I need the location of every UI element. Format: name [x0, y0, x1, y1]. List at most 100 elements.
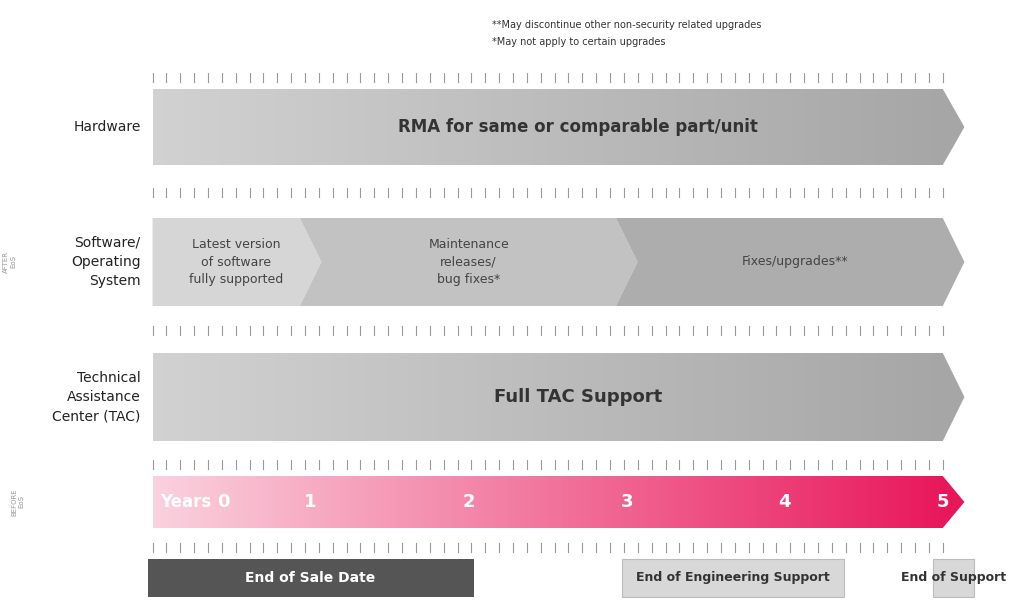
Bar — [330, 353, 335, 441]
Bar — [669, 476, 672, 528]
Bar — [587, 353, 591, 441]
Bar — [342, 476, 345, 528]
Bar — [453, 89, 457, 165]
Bar — [895, 353, 900, 441]
Bar — [694, 353, 698, 441]
Bar — [324, 476, 327, 528]
Bar — [279, 476, 282, 528]
Bar — [869, 476, 872, 528]
Bar — [875, 476, 878, 528]
Bar — [820, 353, 825, 441]
Bar — [607, 89, 612, 165]
Bar — [694, 89, 698, 165]
Bar — [725, 353, 729, 441]
Bar — [851, 353, 856, 441]
Bar — [516, 353, 520, 441]
Bar — [184, 353, 189, 441]
Bar — [441, 89, 445, 165]
Bar — [245, 476, 248, 528]
Bar — [556, 353, 560, 441]
Bar — [455, 476, 458, 528]
Bar — [196, 353, 200, 441]
Bar — [717, 89, 722, 165]
Bar — [322, 89, 327, 165]
Bar — [512, 353, 516, 441]
Bar — [638, 89, 643, 165]
Bar — [449, 353, 453, 441]
Bar — [925, 476, 928, 528]
Bar — [338, 353, 342, 441]
Bar — [584, 476, 587, 528]
Bar — [819, 476, 822, 528]
Bar — [545, 476, 549, 528]
Bar — [472, 89, 478, 165]
Bar — [279, 353, 283, 441]
Bar — [311, 353, 315, 441]
Bar — [374, 353, 378, 441]
Bar — [295, 476, 298, 528]
Bar — [174, 476, 177, 528]
Bar — [782, 476, 785, 528]
Bar — [859, 476, 862, 528]
Bar — [516, 89, 520, 165]
Bar — [738, 353, 742, 441]
Bar — [215, 353, 220, 441]
Bar — [531, 353, 536, 441]
Bar — [706, 476, 709, 528]
Bar — [777, 89, 781, 165]
Bar — [224, 353, 229, 441]
Bar — [418, 89, 422, 165]
Bar — [344, 476, 347, 528]
Bar — [493, 89, 497, 165]
Bar — [176, 353, 181, 441]
Bar — [210, 476, 213, 528]
Bar — [468, 89, 473, 165]
Bar — [311, 476, 314, 528]
Text: RMA for same or comparable part/unit: RMA for same or comparable part/unit — [398, 118, 758, 136]
Bar — [192, 89, 196, 165]
Bar — [674, 89, 679, 165]
Bar — [911, 89, 915, 165]
Bar — [850, 476, 853, 528]
Bar — [156, 353, 161, 441]
Bar — [346, 353, 351, 441]
Bar — [713, 476, 716, 528]
Text: Hardware: Hardware — [73, 120, 141, 134]
Bar — [535, 89, 541, 165]
Bar — [255, 89, 260, 165]
Bar — [734, 89, 738, 165]
Bar — [930, 476, 933, 528]
Text: 4: 4 — [778, 493, 791, 511]
Bar — [756, 476, 759, 528]
Bar — [477, 476, 480, 528]
Bar — [258, 476, 261, 528]
Bar — [187, 476, 190, 528]
Bar — [521, 476, 524, 528]
Bar — [745, 353, 750, 441]
Bar — [247, 476, 251, 528]
Bar — [179, 476, 182, 528]
Bar — [322, 353, 327, 441]
Bar — [907, 353, 911, 441]
Bar — [192, 476, 195, 528]
Bar — [771, 476, 774, 528]
Bar — [579, 476, 582, 528]
Bar — [900, 476, 904, 528]
Bar — [749, 353, 754, 441]
Bar — [832, 89, 836, 165]
Bar — [721, 353, 726, 441]
Bar — [805, 353, 809, 441]
Bar — [919, 89, 924, 165]
Text: AFTER
EoS: AFTER EoS — [3, 251, 16, 273]
Bar — [531, 476, 535, 528]
Text: 1: 1 — [305, 493, 317, 511]
Bar — [671, 89, 675, 165]
Bar — [590, 476, 593, 528]
Bar — [757, 89, 762, 165]
Bar — [827, 476, 830, 528]
Bar — [813, 89, 817, 165]
Bar — [205, 476, 208, 528]
Bar — [308, 476, 311, 528]
Bar — [788, 89, 793, 165]
Bar — [326, 476, 329, 528]
